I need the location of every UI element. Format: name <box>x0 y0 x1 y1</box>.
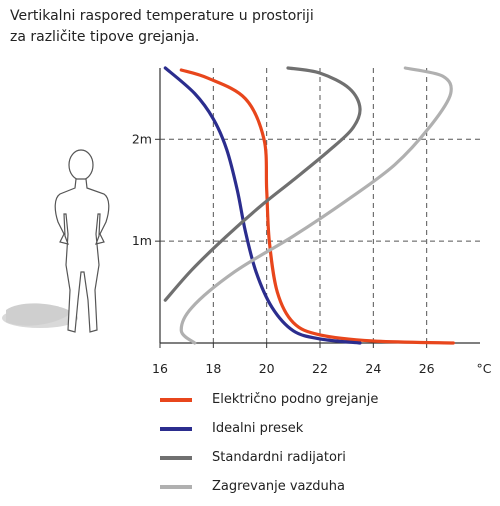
series-line-1 <box>163 66 362 345</box>
chart-title-line-2: za različite tipove grejanja. <box>10 29 200 45</box>
x-axis-unit: °C <box>477 361 492 376</box>
legend-label: Idealni presek <box>212 421 304 436</box>
legend-swatch <box>160 485 192 489</box>
legend-item-radiators: Standardni radijatori <box>160 448 480 477</box>
chart-axes <box>155 68 480 348</box>
y-tick-label: 2m <box>132 131 152 146</box>
tick-labels: 16 18 20 22 24 26 1m 2m °C <box>132 131 492 376</box>
x-tick-label: 18 <box>205 361 221 376</box>
series-layer <box>163 66 455 345</box>
chart-title-line-1: Vertikalni raspored temperature u prosto… <box>10 8 314 24</box>
y-tick-label: 1m <box>132 233 152 248</box>
legend-item-air-heating: Zagrevanje vazduha <box>160 477 480 506</box>
chart-legend: Električno podno grejanje Idealni presek… <box>160 390 480 506</box>
series-line-3 <box>179 66 453 345</box>
x-tick-label: 20 <box>259 361 275 376</box>
legend-swatch <box>160 427 192 431</box>
x-tick-label: 26 <box>419 361 435 376</box>
standing-person-silhouette-icon <box>2 149 110 333</box>
legend-label: Zagrevanje vazduha <box>212 479 346 494</box>
legend-item-floor-heating: Električno podno grejanje <box>160 390 480 419</box>
legend-swatch <box>160 456 192 460</box>
legend-item-ideal: Idealni presek <box>160 419 480 448</box>
legend-label: Standardni radijatori <box>212 450 346 465</box>
legend-swatch <box>160 398 192 402</box>
legend-label: Električno podno grejanje <box>212 392 379 407</box>
x-tick-label: 24 <box>365 361 381 376</box>
chart-title: Vertikalni raspored temperature u prosto… <box>10 6 340 48</box>
x-tick-label: 16 <box>152 361 168 376</box>
series-line-2 <box>163 66 362 302</box>
x-tick-label: 22 <box>312 361 328 376</box>
series-line-0 <box>179 68 455 345</box>
